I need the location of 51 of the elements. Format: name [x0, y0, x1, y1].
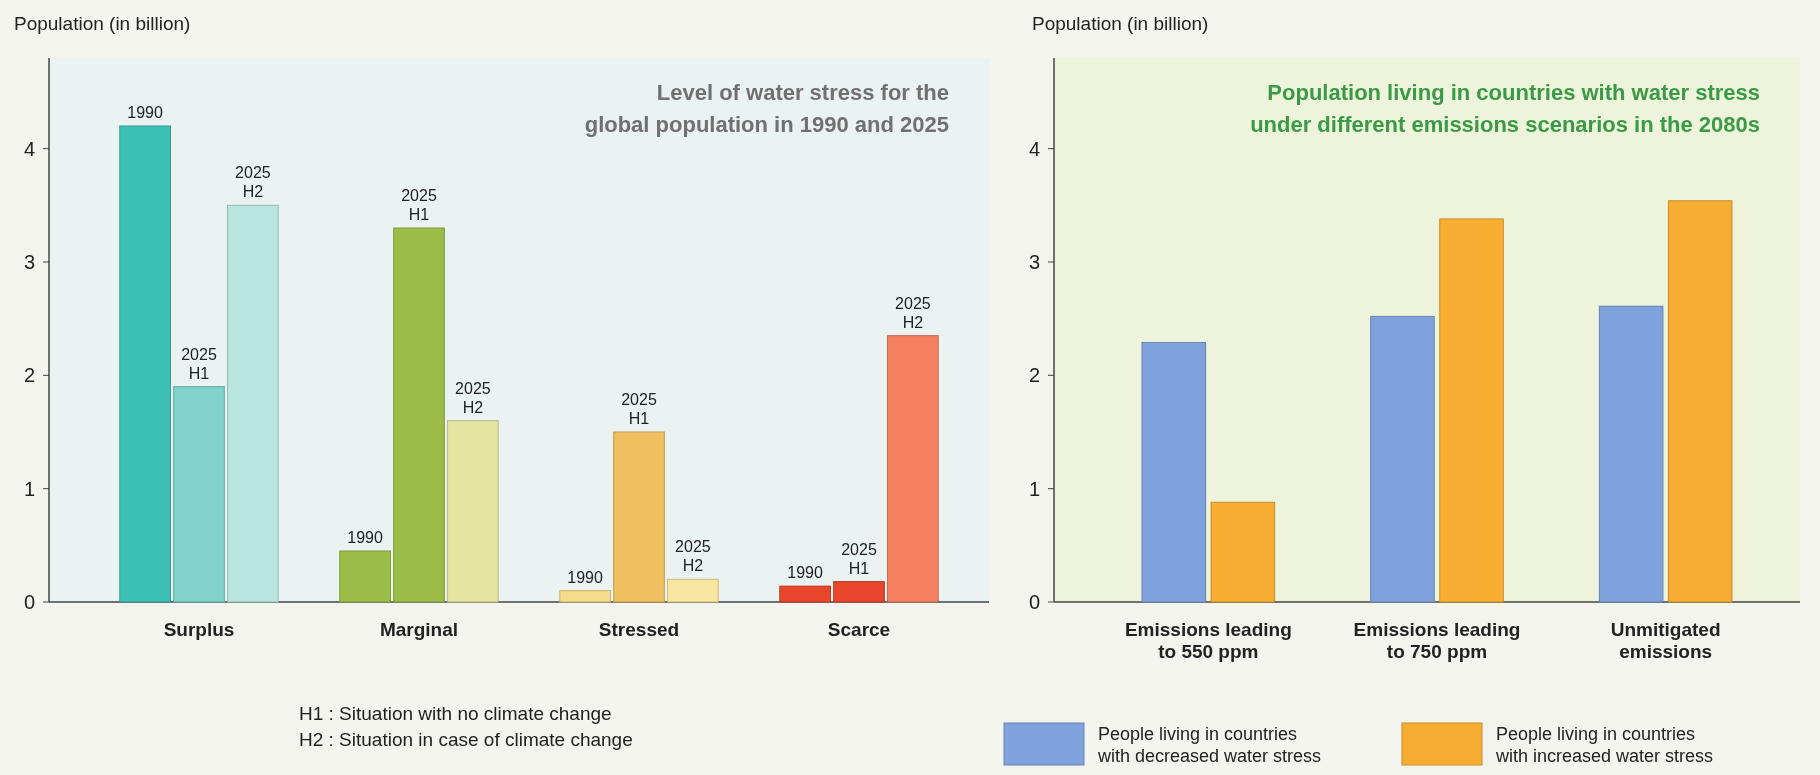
y-tick-label: 3 — [23, 251, 35, 273]
text: 2025 H1 — [401, 187, 437, 223]
bar — [559, 590, 611, 603]
y-tick-label: 0 — [23, 591, 35, 613]
y-tick-label: 0 — [1028, 591, 1040, 613]
bar — [1370, 315, 1435, 603]
x-tick-label: Stressed — [598, 619, 680, 640]
y-tick-label: 2 — [23, 364, 35, 387]
text: Population living in countries with water stress under different emissions scenarios in the 2080s — [1250, 80, 1760, 137]
bar — [1667, 200, 1733, 603]
bar — [1598, 305, 1664, 603]
bar — [1210, 501, 1276, 603]
y-axis-title: Population (in billion) — [1032, 13, 1209, 34]
y-tick-label: 1 — [23, 477, 35, 500]
y-tick-label: 2 — [1028, 364, 1040, 387]
text: H2 : Situation in case of climate change — [299, 729, 633, 750]
x-tick-label: Emissions leading to 750 ppm — [1353, 619, 1521, 662]
text: Level of water stress for the global population in 1990 and 2025 — [584, 80, 949, 137]
text: 2025 H1 — [621, 391, 657, 427]
legend-label: People living in countries with decreased water stress — [1097, 724, 1322, 766]
text: 2025 H1 — [841, 540, 877, 577]
y-tick-label: 1 — [1028, 477, 1040, 500]
text: 2025 H2 — [895, 294, 931, 331]
text: H1 : Situation with no climate change — [299, 703, 612, 724]
x-tick-label: Scarce — [827, 619, 891, 640]
legend-label: People living in countries with increased water stress — [1495, 724, 1714, 766]
bar — [1439, 218, 1504, 603]
y-tick-label: 4 — [1028, 137, 1040, 160]
bar — [119, 125, 171, 603]
bar — [667, 578, 719, 603]
text: 1990 — [567, 568, 603, 586]
series-label: 2025 H1 — [181, 345, 217, 382]
bar — [227, 204, 279, 603]
x-tick-label: Unmitigated emissions — [1610, 619, 1721, 662]
text: 1990 — [347, 529, 383, 546]
x-tick-label: Emissions leading to 550 ppm — [1124, 619, 1292, 662]
x-tick-label: Marginal — [379, 619, 459, 640]
bar — [887, 335, 939, 603]
text: 2025 H2 — [455, 379, 491, 416]
y-tick-label: 3 — [1028, 251, 1040, 273]
bar — [613, 431, 665, 603]
text: 1990 — [787, 564, 823, 582]
y-tick-label: 4 — [23, 137, 35, 160]
text: 2025 H2 — [675, 538, 711, 575]
series-label: 2025 H2 — [235, 164, 271, 201]
series-label: 1990 — [127, 104, 164, 121]
bar — [173, 386, 225, 603]
y-axis-title: Population (in billion) — [14, 13, 191, 34]
bar — [1141, 341, 1207, 603]
x-tick-label: Surplus — [163, 619, 235, 640]
bar — [447, 420, 499, 603]
